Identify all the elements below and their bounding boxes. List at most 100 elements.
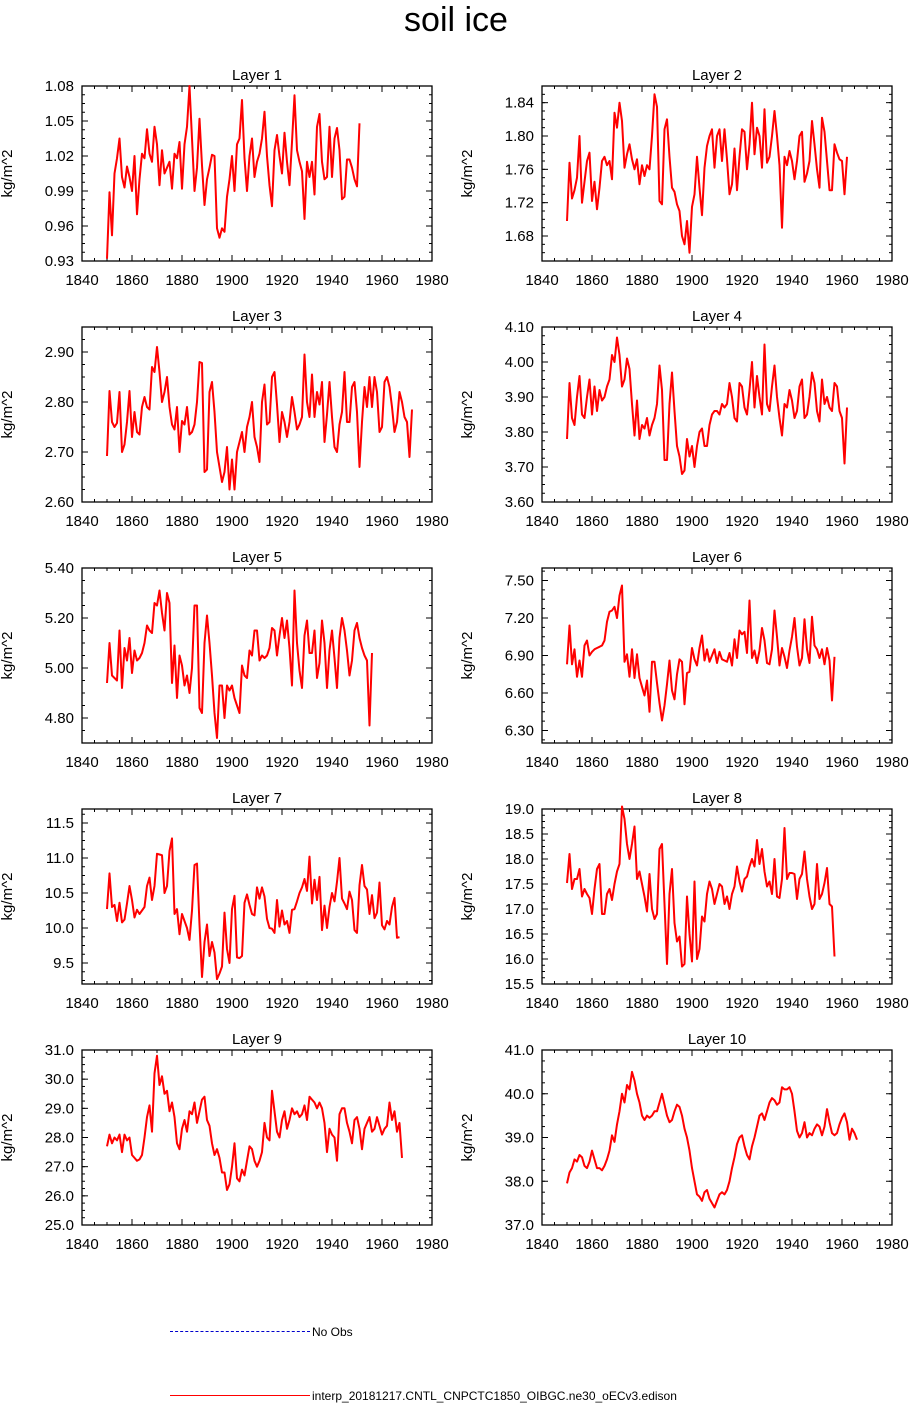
y-tick-label: 16.0 bbox=[505, 951, 534, 968]
x-tick-label: 1920 bbox=[725, 272, 758, 289]
y-axis-label: kg/m^2 bbox=[0, 391, 16, 439]
y-axis-label: kg/m^2 bbox=[459, 391, 476, 439]
x-tick-label: 1900 bbox=[215, 513, 248, 530]
chart-layer-3: Layer 3 1840 1860 1880 1900 1920 1940 1960 1980 2… bbox=[0, 308, 449, 530]
series-line bbox=[566, 93, 848, 254]
y-tick-label: 19.0 bbox=[505, 801, 534, 818]
plot-frame bbox=[541, 326, 893, 503]
x-tick-label: 1940 bbox=[775, 995, 808, 1012]
y-tick-label: 39.0 bbox=[505, 1130, 534, 1147]
x-tick-label: 1980 bbox=[875, 995, 908, 1012]
x-tick-label: 1920 bbox=[265, 754, 298, 771]
y-axis-label: kg/m^2 bbox=[459, 873, 476, 921]
x-tick-label: 1940 bbox=[775, 272, 808, 289]
x-tick-label: 1980 bbox=[875, 1236, 908, 1253]
chart-layer-10: Layer 10 1840 1860 1880 1900 1920 1940 1960 1980… bbox=[459, 1031, 909, 1253]
x-tick-label: 1900 bbox=[215, 272, 248, 289]
chart-title: Layer 3 bbox=[232, 308, 282, 325]
y-tick-label: 3.90 bbox=[505, 389, 534, 406]
y-tick-label: 29.0 bbox=[45, 1100, 74, 1117]
x-tick-label: 1840 bbox=[525, 1236, 558, 1253]
page-title: soil ice bbox=[404, 1, 508, 39]
x-tick-label: 1920 bbox=[725, 754, 758, 771]
plot-frame bbox=[81, 1049, 433, 1226]
x-tick-label: 1840 bbox=[65, 754, 98, 771]
y-tick-label: 37.0 bbox=[505, 1217, 534, 1234]
x-tick-label: 1960 bbox=[825, 754, 858, 771]
x-tick-label: 1940 bbox=[315, 754, 348, 771]
x-tick-label: 1920 bbox=[265, 513, 298, 530]
x-tick-label: 1960 bbox=[825, 272, 858, 289]
y-tick-label: 2.70 bbox=[45, 444, 74, 461]
y-tick-label: 17.5 bbox=[505, 876, 534, 893]
y-axis-label: kg/m^2 bbox=[0, 1114, 16, 1162]
x-tick-label: 1900 bbox=[675, 513, 708, 530]
y-tick-label: 0.93 bbox=[45, 253, 74, 270]
y-tick-label: 38.0 bbox=[505, 1173, 534, 1190]
x-tick-label: 1960 bbox=[825, 513, 858, 530]
y-axis-label: kg/m^2 bbox=[0, 632, 16, 680]
x-tick-label: 1840 bbox=[525, 995, 558, 1012]
chart-layer-4: Layer 4 1840 1860 1880 1900 1920 1940 1960 1980 3… bbox=[459, 308, 909, 530]
y-tick-label: 1.84 bbox=[505, 95, 534, 112]
y-tick-label: 15.5 bbox=[505, 976, 534, 993]
x-tick-label: 1840 bbox=[65, 995, 98, 1012]
y-tick-label: 3.80 bbox=[505, 424, 534, 441]
x-tick-label: 1900 bbox=[215, 995, 248, 1012]
y-tick-label: 11.0 bbox=[46, 850, 74, 867]
y-tick-label: 5.20 bbox=[45, 610, 74, 627]
x-tick-label: 1960 bbox=[825, 1236, 858, 1253]
series-line bbox=[106, 837, 400, 981]
y-tick-label: 7.50 bbox=[505, 573, 534, 590]
y-tick-label: 2.90 bbox=[45, 344, 74, 361]
x-tick-label: 1840 bbox=[65, 1236, 98, 1253]
series-line bbox=[106, 85, 361, 259]
x-tick-label: 1900 bbox=[215, 754, 248, 771]
x-tick-label: 1880 bbox=[165, 272, 198, 289]
y-tick-label: 1.76 bbox=[505, 161, 534, 178]
y-tick-label: 40.0 bbox=[505, 1086, 534, 1103]
x-tick-label: 1880 bbox=[165, 1236, 198, 1253]
x-tick-label: 1920 bbox=[265, 272, 298, 289]
x-tick-label: 1880 bbox=[165, 754, 198, 771]
chart-title: Layer 7 bbox=[232, 790, 282, 807]
x-tick-label: 1980 bbox=[415, 513, 448, 530]
x-tick-label: 1940 bbox=[775, 1236, 808, 1253]
series-line bbox=[566, 805, 836, 968]
y-tick-label: 5.00 bbox=[45, 660, 74, 677]
y-axis-label: kg/m^2 bbox=[459, 632, 476, 680]
x-tick-label: 1880 bbox=[625, 754, 658, 771]
y-tick-label: 4.80 bbox=[45, 710, 74, 727]
y-tick-label: 11.5 bbox=[46, 815, 74, 832]
chart-layer-2: Layer 2 1840 1860 1880 1900 1920 1940 1960 1980 1… bbox=[459, 67, 909, 289]
y-tick-label: 7.20 bbox=[505, 610, 534, 627]
series-line bbox=[106, 1054, 403, 1191]
y-tick-label: 27.0 bbox=[45, 1159, 74, 1176]
y-tick-label: 6.60 bbox=[505, 685, 534, 702]
legend-obs-label: No Obs bbox=[312, 1325, 353, 1339]
x-tick-label: 1960 bbox=[825, 995, 858, 1012]
x-tick-label: 1880 bbox=[165, 995, 198, 1012]
y-tick-label: 2.60 bbox=[45, 494, 74, 511]
y-tick-label: 2.80 bbox=[45, 394, 74, 411]
y-tick-label: 1.02 bbox=[45, 148, 74, 165]
legend-obs-swatch bbox=[170, 1331, 310, 1332]
y-tick-label: 0.96 bbox=[45, 218, 74, 235]
x-tick-label: 1860 bbox=[115, 272, 148, 289]
chart-title: Layer 8 bbox=[692, 790, 742, 807]
chart-title: Layer 4 bbox=[692, 308, 742, 325]
series-line bbox=[106, 346, 413, 491]
x-tick-label: 1860 bbox=[575, 272, 608, 289]
chart-title: Layer 1 bbox=[232, 67, 282, 84]
x-tick-label: 1900 bbox=[675, 1236, 708, 1253]
x-tick-label: 1920 bbox=[725, 1236, 758, 1253]
y-tick-label: 5.40 bbox=[45, 560, 74, 577]
x-tick-label: 1940 bbox=[775, 513, 808, 530]
x-tick-label: 1860 bbox=[115, 1236, 148, 1253]
x-tick-label: 1860 bbox=[115, 754, 148, 771]
x-tick-label: 1880 bbox=[625, 1236, 658, 1253]
plot-frame bbox=[541, 567, 893, 744]
y-axis-label: kg/m^2 bbox=[459, 150, 476, 198]
x-tick-label: 1980 bbox=[415, 1236, 448, 1253]
